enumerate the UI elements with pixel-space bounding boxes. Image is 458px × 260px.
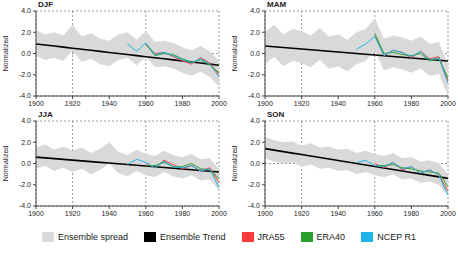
svg-text:1940: 1940 <box>101 210 117 217</box>
svg-text:Normalized: Normalized <box>8 146 9 182</box>
svg-text:0.0: 0.0 <box>21 50 31 57</box>
svg-text:1980: 1980 <box>404 210 420 217</box>
svg-text:2.0: 2.0 <box>250 29 260 36</box>
svg-text:0.0: 0.0 <box>21 160 31 167</box>
svg-text:1960: 1960 <box>367 100 383 107</box>
svg-text:1900: 1900 <box>28 100 44 107</box>
svg-text:4.0: 4.0 <box>21 117 31 124</box>
html-text:NCEP R1: NCEP R1 <box>377 232 416 242</box>
svg-text:-2.0: -2.0 <box>248 181 260 188</box>
svg-text:Normalized: Normalized <box>231 146 238 182</box>
svg-text:1980: 1980 <box>175 100 191 107</box>
svg-text:0.0: 0.0 <box>250 160 260 167</box>
svg-text:Normalized: Normalized <box>231 36 238 72</box>
svg-text:1960: 1960 <box>138 210 154 217</box>
svg-text:-2.0: -2.0 <box>248 71 260 78</box>
svg-text:1940: 1940 <box>101 100 117 107</box>
svg-text:-4.0: -4.0 <box>19 92 31 99</box>
html-text:MAM: MAM <box>267 0 287 9</box>
svg-text:2000: 2000 <box>440 210 450 217</box>
svg-text:1900: 1900 <box>28 210 44 217</box>
svg-text:1920: 1920 <box>294 100 310 107</box>
svg-text:1980: 1980 <box>404 100 420 107</box>
html-text:DJF: DJF <box>38 0 54 9</box>
svg-text:4.0: 4.0 <box>250 117 260 124</box>
html-text:JJA: JJA <box>38 110 53 119</box>
svg-text:1900: 1900 <box>257 100 273 107</box>
svg-text:1960: 1960 <box>138 100 154 107</box>
svg-text:1920: 1920 <box>294 210 310 217</box>
svg-text:2000: 2000 <box>440 100 450 107</box>
svg-text:-4.0: -4.0 <box>19 202 31 209</box>
svg-text:1920: 1920 <box>65 210 81 217</box>
svg-text:2.0: 2.0 <box>250 139 260 146</box>
html-text:Ensemble spread: Ensemble spread <box>58 232 128 242</box>
svg-text:2000: 2000 <box>211 210 227 217</box>
svg-text:-2.0: -2.0 <box>19 181 31 188</box>
svg-text:-4.0: -4.0 <box>248 92 260 99</box>
svg-text:1940: 1940 <box>330 100 346 107</box>
svg-text:1920: 1920 <box>65 100 81 107</box>
svg-text:Normalized: Normalized <box>8 36 9 72</box>
svg-text:1960: 1960 <box>367 210 383 217</box>
html-text:SON: SON <box>267 110 285 119</box>
svg-text:4.0: 4.0 <box>250 7 260 14</box>
svg-text:-4.0: -4.0 <box>248 202 260 209</box>
svg-text:4.0: 4.0 <box>21 7 31 14</box>
svg-text:1940: 1940 <box>330 210 346 217</box>
svg-text:1980: 1980 <box>175 210 191 217</box>
svg-text:2.0: 2.0 <box>21 29 31 36</box>
svg-text:0.0: 0.0 <box>250 50 260 57</box>
svg-text:1900: 1900 <box>257 210 273 217</box>
svg-text:-2.0: -2.0 <box>19 71 31 78</box>
svg-text:2.0: 2.0 <box>21 139 31 146</box>
html-text:Ensemble Trend: Ensemble Trend <box>160 232 226 242</box>
html-text:JRA55: JRA55 <box>257 232 285 242</box>
html-text:ERA40: ERA40 <box>316 232 346 242</box>
svg-text:2000: 2000 <box>211 100 227 107</box>
